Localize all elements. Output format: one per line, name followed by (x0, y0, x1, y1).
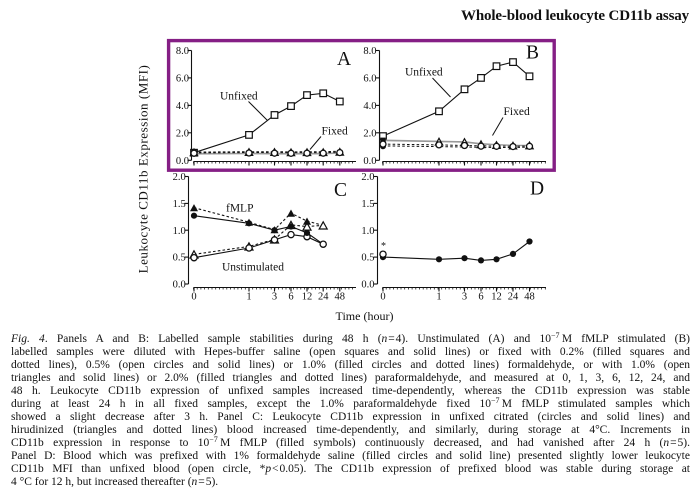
svg-text:48: 48 (335, 292, 346, 303)
svg-text:Unfixed: Unfixed (220, 91, 258, 103)
svg-text:48: 48 (524, 292, 535, 303)
svg-text:2.0: 2.0 (363, 128, 376, 139)
svg-text:2.0: 2.0 (361, 172, 374, 183)
svg-text:24: 24 (318, 292, 329, 303)
svg-text:Unstimulated: Unstimulated (222, 262, 284, 274)
svg-text:6: 6 (288, 292, 293, 303)
svg-text:0.0: 0.0 (173, 280, 186, 291)
svg-text:24: 24 (508, 292, 519, 303)
svg-text:0.0: 0.0 (361, 280, 374, 291)
svg-text:C: C (334, 180, 347, 201)
svg-text:4.0: 4.0 (363, 101, 376, 112)
svg-text:1: 1 (246, 292, 251, 303)
svg-text:0.0: 0.0 (176, 156, 189, 167)
svg-text:1.0: 1.0 (361, 226, 374, 237)
svg-text:12: 12 (302, 292, 313, 303)
svg-text:*: * (381, 241, 386, 252)
svg-text:Fixed: Fixed (322, 126, 348, 138)
svg-text:0.0: 0.0 (363, 156, 376, 167)
svg-text:3: 3 (272, 292, 277, 303)
svg-text:2.0: 2.0 (173, 172, 186, 183)
svg-text:8.0: 8.0 (363, 46, 376, 57)
svg-text:0: 0 (191, 292, 196, 303)
svg-text:3: 3 (462, 292, 467, 303)
svg-text:4.0: 4.0 (176, 101, 189, 112)
svg-text:B: B (526, 43, 539, 64)
svg-text:6.0: 6.0 (176, 74, 189, 85)
svg-text:1: 1 (436, 292, 441, 303)
svg-text:D: D (530, 179, 544, 200)
svg-text:6: 6 (478, 292, 483, 303)
svg-text:6.0: 6.0 (363, 74, 376, 85)
svg-text:fMLP: fMLP (226, 203, 253, 215)
svg-text:12: 12 (491, 292, 502, 303)
svg-text:Fixed: Fixed (504, 106, 530, 118)
svg-text:Time (hour): Time (hour) (336, 309, 394, 323)
svg-text:Unfixed: Unfixed (405, 67, 443, 79)
svg-text:A: A (337, 49, 351, 70)
svg-text:8.0: 8.0 (176, 46, 189, 57)
svg-text:1.5: 1.5 (361, 199, 374, 210)
svg-text:0.5: 0.5 (361, 253, 374, 264)
svg-text:1.5: 1.5 (173, 199, 186, 210)
svg-text:2.0: 2.0 (176, 128, 189, 139)
svg-text:0.5: 0.5 (173, 253, 186, 264)
svg-text:Leukocyte CD11b Expression (MF: Leukocyte CD11b Expression (MFI) (136, 65, 151, 274)
svg-text:1.0: 1.0 (173, 226, 186, 237)
svg-text:0: 0 (380, 292, 385, 303)
